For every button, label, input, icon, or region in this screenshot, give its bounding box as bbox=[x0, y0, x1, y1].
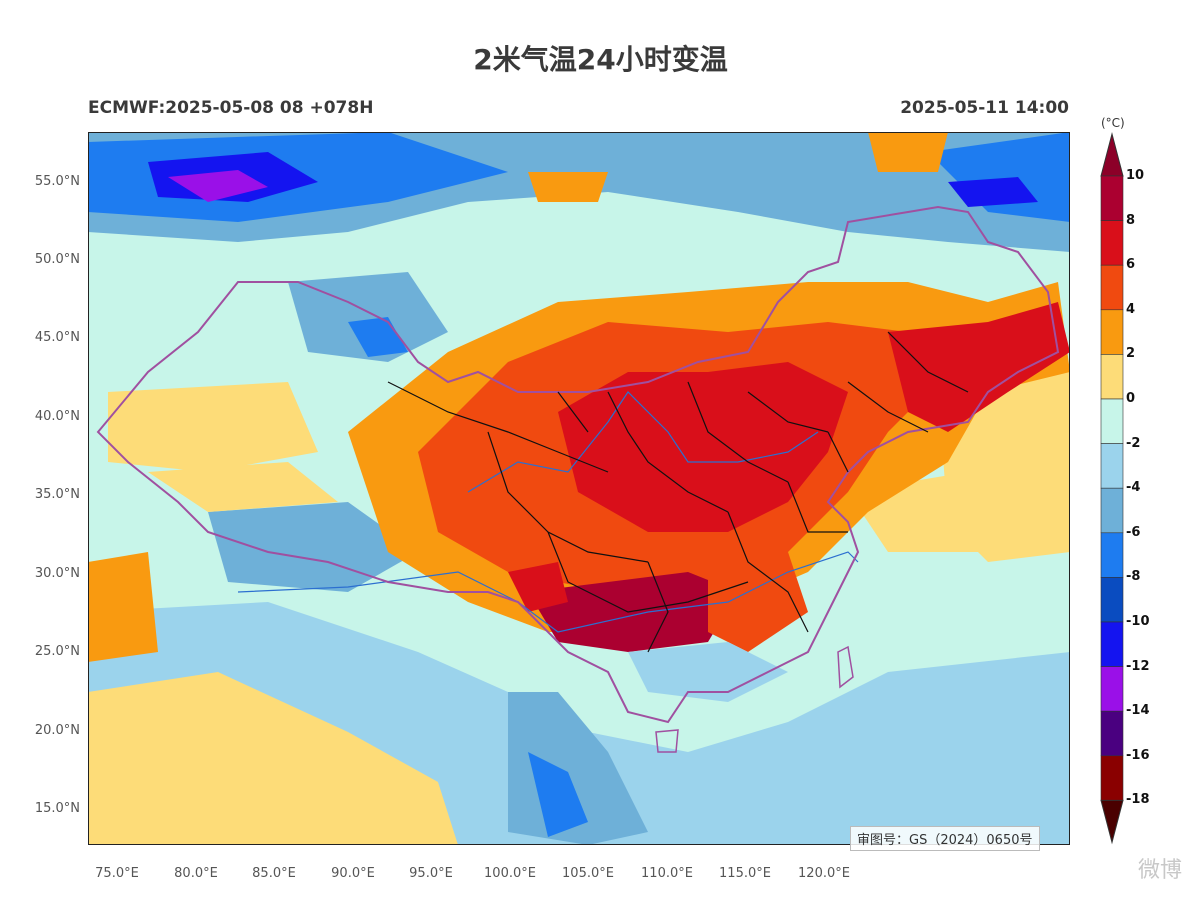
colorbar bbox=[1100, 132, 1124, 845]
field-sichuan-hot bbox=[508, 562, 568, 612]
colorbar-label: 6 bbox=[1126, 257, 1136, 273]
field-west-sea-warm bbox=[88, 552, 158, 662]
field-tibet-warm bbox=[148, 462, 338, 512]
field-hunan-warm bbox=[708, 552, 808, 652]
colorbar-label: -10 bbox=[1126, 614, 1150, 629]
lat-label: 30.0°N bbox=[34, 566, 80, 581]
lon-label: 115.0°E bbox=[719, 866, 771, 881]
lat-label: 20.0°N bbox=[34, 723, 80, 738]
colorbar-label: -12 bbox=[1126, 658, 1150, 674]
colorbar-label: 2 bbox=[1126, 346, 1136, 362]
temperature-change-map bbox=[88, 132, 1070, 845]
field-central-hotter bbox=[558, 362, 848, 532]
lon-label: 75.0°E bbox=[95, 866, 139, 881]
lat-label: 45.0°N bbox=[34, 330, 80, 345]
field-sichuan-hottest bbox=[528, 572, 738, 652]
field-xinjiang-warm bbox=[108, 382, 318, 472]
colorbar-swatch bbox=[1100, 532, 1124, 578]
colorbar-swatch bbox=[1100, 175, 1124, 221]
national-boundary bbox=[96, 205, 1060, 724]
lat-label: 15.0°N bbox=[34, 801, 80, 816]
lon-label: 90.0°E bbox=[331, 866, 375, 881]
lon-label: 100.0°E bbox=[484, 866, 536, 881]
hainan bbox=[655, 729, 679, 753]
lon-label: 105.0°E bbox=[562, 866, 614, 881]
colorbar-label: 8 bbox=[1126, 212, 1136, 228]
model-run-label: ECMWF:2025-05-08 08 +078H bbox=[88, 98, 374, 118]
lon-label: 110.0°E bbox=[641, 866, 693, 881]
colorbar-swatch bbox=[1100, 755, 1124, 801]
field-south-china-warm bbox=[628, 642, 788, 702]
field-xinjiang-cold2 bbox=[348, 317, 408, 357]
valid-time-label: 2025-05-11 14:00 bbox=[900, 98, 1069, 118]
colorbar-label: -2 bbox=[1126, 435, 1141, 451]
colorbar-swatch bbox=[1100, 220, 1124, 266]
watermark: 微博 bbox=[1138, 858, 1183, 883]
colorbar-label: -18 bbox=[1126, 792, 1150, 808]
colorbar-swatch bbox=[1100, 354, 1124, 400]
colorbar-swatch bbox=[1100, 309, 1124, 355]
colorbar-swatch bbox=[1100, 264, 1124, 311]
lon-label: 85.0°E bbox=[252, 866, 296, 881]
field-north-warm-spot2 bbox=[868, 132, 948, 172]
river-yellow bbox=[467, 391, 819, 493]
lat-label: 55.0°N bbox=[34, 174, 80, 189]
colorbar-unit: (°C) bbox=[1101, 116, 1125, 130]
colorbar-label: 0 bbox=[1126, 391, 1136, 406]
colorbar-swatch bbox=[1100, 398, 1124, 444]
province-boundaries bbox=[387, 331, 969, 653]
colorbar-label: -14 bbox=[1126, 703, 1150, 719]
colorbar-label: 10 bbox=[1126, 168, 1145, 183]
colorbar-label: -8 bbox=[1126, 569, 1141, 585]
lon-label: 120.0°E bbox=[798, 866, 850, 881]
colorbar-top-arrow bbox=[1100, 132, 1124, 177]
lon-label: 95.0°E bbox=[409, 866, 453, 881]
colorbar-label: -4 bbox=[1126, 480, 1141, 496]
lat-label: 25.0°N bbox=[34, 644, 80, 659]
colorbar-swatch bbox=[1100, 666, 1124, 712]
colorbar-swatch bbox=[1100, 621, 1124, 667]
field-south-warm bbox=[88, 672, 458, 845]
lon-label: 80.0°E bbox=[174, 866, 218, 881]
river-yangtze bbox=[237, 551, 859, 633]
colorbar-swatch bbox=[1100, 710, 1124, 757]
colorbar-label: -16 bbox=[1126, 747, 1150, 763]
field-north-cold4 bbox=[168, 170, 268, 202]
field-north-warm-spot bbox=[528, 172, 608, 202]
colorbar-bottom-arrow bbox=[1100, 799, 1124, 845]
lat-label: 35.0°N bbox=[34, 487, 80, 502]
field-tibet-cold bbox=[208, 502, 418, 592]
colorbar-swatch bbox=[1100, 577, 1124, 623]
colorbar-label: 4 bbox=[1126, 301, 1136, 317]
colorbar-swatch bbox=[1100, 487, 1124, 534]
lat-label: 40.0°N bbox=[34, 409, 80, 424]
taiwan bbox=[837, 645, 854, 689]
field-northeast-cold2 bbox=[948, 177, 1038, 207]
field-indochina-cold2 bbox=[528, 752, 588, 837]
map-title: 2米气温24小时变温 bbox=[473, 43, 728, 76]
colorbar-label: -6 bbox=[1126, 524, 1141, 540]
field-northeast-hot bbox=[888, 302, 1070, 432]
colorbar-swatch bbox=[1100, 443, 1124, 489]
lat-label: 50.0°N bbox=[34, 252, 80, 267]
map-approval-number: 审图号：GS（2024）0650号 bbox=[850, 826, 1040, 851]
